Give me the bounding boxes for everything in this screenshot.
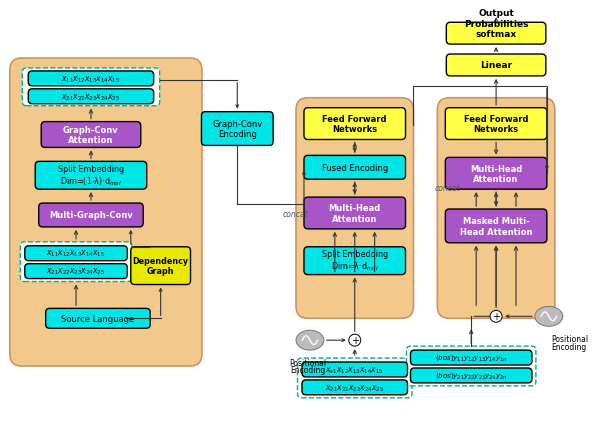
Text: Output
Probabilities: Output Probabilities [464,9,529,29]
FancyBboxPatch shape [304,247,406,275]
Text: Linear: Linear [480,61,512,70]
FancyBboxPatch shape [35,162,147,190]
FancyBboxPatch shape [304,156,406,180]
Text: Graph-Conv
Attention: Graph-Conv Attention [63,126,119,145]
FancyBboxPatch shape [445,109,547,140]
Text: +: + [351,335,359,345]
FancyBboxPatch shape [304,109,406,140]
Text: Multi-Head
Attention: Multi-Head Attention [329,204,381,223]
Ellipse shape [535,307,563,326]
FancyBboxPatch shape [28,89,154,104]
Text: Feed Forward
Networks: Feed Forward Networks [464,115,529,134]
Text: Positional: Positional [551,334,588,343]
Text: $x_{11}x_{12}x_{13}x_{14}x_{15}$: $x_{11}x_{12}x_{13}x_{14}x_{15}$ [46,248,106,259]
FancyBboxPatch shape [20,242,132,282]
Text: Positional: Positional [289,358,326,367]
Text: Multi-Head
Attention: Multi-Head Attention [470,164,522,184]
FancyBboxPatch shape [25,264,127,279]
Text: Feed Forward
Networks: Feed Forward Networks [322,115,387,134]
Text: Split Embedding
Dim=(1-λ)·d$_{mol}$: Split Embedding Dim=(1-λ)·d$_{mol}$ [58,164,124,187]
Text: Fused Encoding: Fused Encoding [322,164,388,173]
FancyBboxPatch shape [46,309,150,328]
Text: Encoding: Encoding [551,342,586,351]
Text: $\langle bos\rangle y_{21}y_{22}y_{23}y_{24}y_{2n}$: $\langle bos\rangle y_{21}y_{22}y_{23}y_… [435,370,507,381]
FancyBboxPatch shape [437,98,555,319]
Text: $x_{21}x_{22}x_{23}x_{24}x_{25}$: $x_{21}x_{22}x_{23}x_{24}x_{25}$ [46,266,106,277]
Circle shape [490,311,502,322]
FancyBboxPatch shape [446,55,546,77]
FancyBboxPatch shape [202,112,273,146]
Text: Source Language: Source Language [61,314,134,323]
Text: concat: concat [434,183,460,192]
FancyBboxPatch shape [296,98,413,319]
FancyBboxPatch shape [410,350,532,365]
Text: $x_{21}x_{22}x_{23}x_{24}x_{25}$: $x_{21}x_{22}x_{23}x_{24}x_{25}$ [61,92,121,102]
Text: Split Embedding
Dim=λ·d$_{mol}$: Split Embedding Dim=λ·d$_{mol}$ [322,250,388,273]
FancyBboxPatch shape [304,198,406,229]
Text: +: + [492,311,500,322]
Text: $x_{s1}x_{12}x_{13}x_{14}x_{15}$: $x_{s1}x_{12}x_{13}x_{14}x_{15}$ [325,364,384,375]
FancyBboxPatch shape [28,72,154,86]
Text: concat: concat [282,210,308,219]
Text: softmax: softmax [476,29,517,39]
FancyBboxPatch shape [131,247,191,285]
FancyBboxPatch shape [410,368,532,383]
FancyBboxPatch shape [445,210,547,243]
FancyBboxPatch shape [298,358,412,398]
FancyBboxPatch shape [41,122,141,148]
Text: Encoding: Encoding [290,366,326,374]
Text: $x_{11}x_{12}x_{13}x_{14}x_{15}$: $x_{11}x_{12}x_{13}x_{14}x_{15}$ [61,74,121,84]
Ellipse shape [296,331,324,350]
FancyBboxPatch shape [22,69,160,106]
Text: $\langle bos\rangle y_{11}y_{12}y_{13}y_{14}y_{1n}$: $\langle bos\rangle y_{11}y_{12}y_{13}y_… [435,352,507,363]
FancyBboxPatch shape [25,246,127,261]
FancyBboxPatch shape [302,380,407,395]
FancyBboxPatch shape [302,362,407,377]
Text: $x_{21}x_{22}x_{23}x_{24}x_{25}$: $x_{21}x_{22}x_{23}x_{24}x_{25}$ [325,382,385,393]
FancyBboxPatch shape [39,204,143,227]
Text: Graph-Conv
Encoding: Graph-Conv Encoding [212,120,262,139]
FancyBboxPatch shape [10,59,202,366]
FancyBboxPatch shape [445,158,547,190]
Circle shape [349,334,361,346]
Text: Masked Multi-
Head Attention: Masked Multi- Head Attention [460,217,532,236]
FancyBboxPatch shape [446,23,546,45]
Text: Dependency
Graph: Dependency Graph [133,256,189,276]
Text: Multi-Graph-Conv: Multi-Graph-Conv [49,211,133,220]
FancyBboxPatch shape [407,346,536,386]
